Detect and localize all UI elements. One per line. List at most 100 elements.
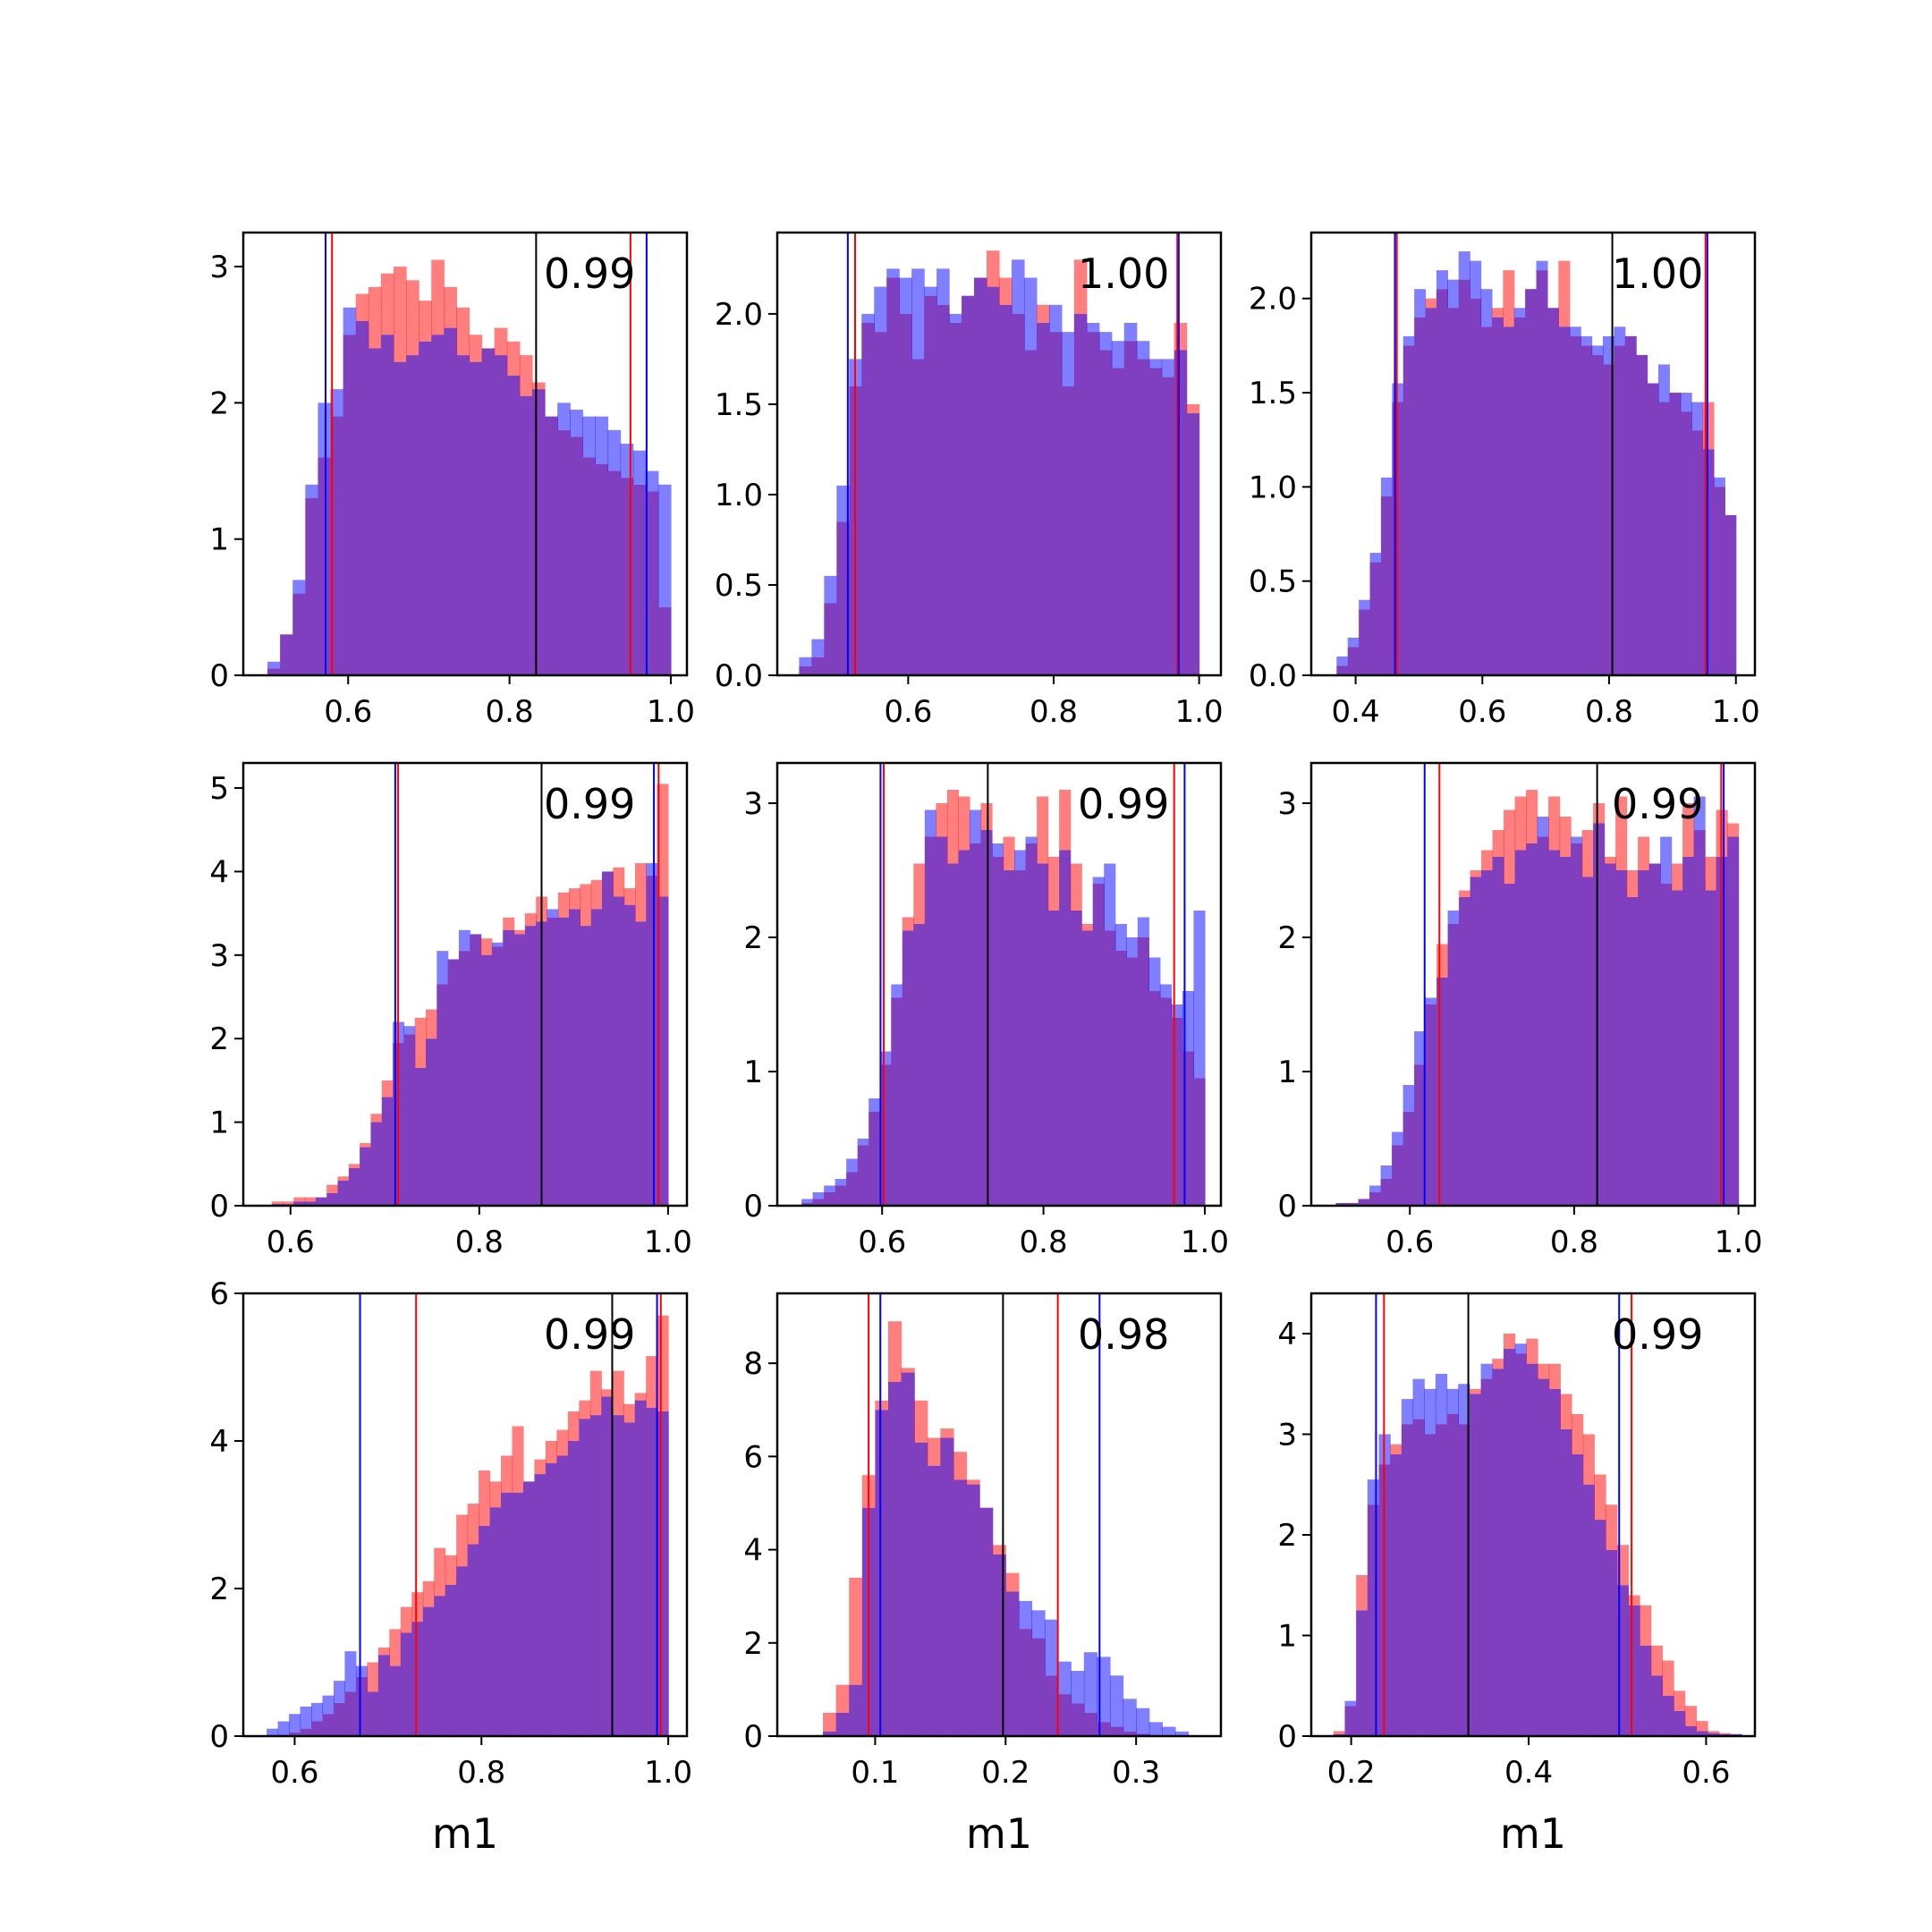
hist-bar-blue [620, 444, 634, 479]
hist-bar-blue [305, 484, 319, 498]
hist-bar-blue [1014, 850, 1027, 870]
hist-bar-red [569, 888, 580, 910]
hist-bar-blue [836, 485, 850, 522]
hist-bar-red [835, 1684, 850, 1713]
hist-bar-overlap [914, 1442, 928, 1736]
hist-bar-blue [911, 268, 925, 360]
hist-bar-overlap [522, 1481, 536, 1736]
hist-bar-red [1662, 1660, 1674, 1696]
hist-bar-red [1606, 1504, 1618, 1550]
hist-bar-overlap [1412, 1419, 1425, 1736]
hist-bar-red [368, 286, 382, 349]
hist-bar-overlap [1059, 850, 1072, 1206]
hist-bar-overlap [1492, 1368, 1504, 1736]
hist-bar-red [431, 259, 445, 335]
hist-bar-overlap [381, 1097, 394, 1206]
hist-bar-overlap [400, 1632, 412, 1736]
hist-bar-blue [1580, 335, 1593, 346]
x-tick-label: 0.8 [1550, 1224, 1598, 1260]
hist-bar-overlap [1480, 326, 1493, 675]
hist-bar-blue [1057, 1661, 1072, 1695]
hist-bar-overlap [1636, 354, 1648, 675]
hist-bar-overlap [924, 836, 936, 1206]
y-tick-label: 5 [209, 771, 229, 807]
hist-bar-red [1548, 1363, 1561, 1389]
y-tick-label: 6 [743, 1439, 763, 1475]
hist-bar-overlap [1525, 289, 1538, 675]
corner-value-label: 0.99 [1612, 780, 1703, 828]
hist-bar-blue [1657, 364, 1670, 402]
hist-bar-red [913, 863, 926, 924]
hist-bar-overlap [1696, 1731, 1708, 1736]
hist-bar-overlap [380, 335, 394, 675]
hist-bar-overlap [1335, 1203, 1348, 1206]
hist-bar-red [434, 1547, 446, 1597]
hist-bar-overlap [289, 1732, 301, 1736]
hist-bar-blue [1174, 1731, 1190, 1736]
hist-bar-red [393, 267, 407, 362]
hist-bar-red [512, 1426, 524, 1493]
hist-bar-overlap [1514, 1353, 1527, 1736]
hist-bar-blue [1159, 984, 1172, 998]
hist-bar-overlap [1003, 870, 1015, 1206]
hist-bar-overlap [456, 355, 470, 675]
hist-bar-overlap [849, 1684, 863, 1736]
hist-bar-overlap [1548, 1388, 1561, 1736]
hist-bar-overlap [1148, 368, 1163, 675]
hist-bar-blue [343, 307, 357, 335]
axes-frame [242, 1292, 689, 1738]
hist-bar-blue [969, 809, 982, 843]
plot-area [799, 233, 1200, 675]
hist-bar-overlap [1671, 890, 1683, 1206]
hist-bar-red [1174, 323, 1188, 351]
hist-bar-red [400, 1606, 412, 1633]
hist-bar-overlap [949, 323, 962, 675]
hist-bar-overlap [1606, 1549, 1618, 1736]
hist-bar-blue [1425, 997, 1437, 1004]
hist-bar-overlap [355, 321, 369, 675]
hist-bar-overlap [801, 1203, 814, 1206]
hist-bar-blue [1123, 1699, 1137, 1732]
hist-bar-blue [1691, 402, 1704, 431]
hist-bar-overlap [547, 917, 559, 1206]
hist-bar-overlap [1092, 884, 1105, 1206]
hist-bar-overlap [1691, 430, 1704, 675]
hist-bar-overlap [524, 926, 537, 1206]
hist-bar-overlap [1615, 870, 1628, 1206]
hist-bar-overlap [480, 954, 493, 1206]
hist-bar-overlap [888, 1382, 902, 1736]
x-axis-label: m1 [1500, 1809, 1566, 1858]
y-tick-label: 0 [209, 658, 229, 694]
x-tick-label: 0.8 [457, 1755, 505, 1791]
hist-bar-overlap [315, 1197, 327, 1206]
hist-bar-red [1481, 850, 1494, 870]
hist-bar-blue [1137, 917, 1149, 937]
hist-bar-overlap [1503, 1348, 1516, 1736]
hist-bar-overlap [875, 1410, 889, 1736]
hist-bar-blue [1025, 836, 1038, 843]
hist-bar-overlap [646, 1407, 658, 1736]
hist-bar-red [646, 1356, 658, 1408]
hist-bar-overlap [1713, 487, 1725, 675]
hist-bar-overlap [1414, 317, 1427, 675]
hist-bar-red [337, 1176, 350, 1181]
hist-bar-overlap [431, 335, 445, 675]
x-tick-label: 1.0 [1181, 1224, 1229, 1260]
hist-bar-red [326, 1184, 339, 1193]
hist-bar-blue [857, 1139, 869, 1146]
hist-bar-overlap [569, 909, 580, 1206]
plot-area [267, 233, 672, 675]
hist-bar-red [1459, 890, 1471, 897]
hist-bar-overlap [1491, 317, 1504, 675]
hist-bar-overlap [1123, 1731, 1137, 1736]
plot-area [823, 1293, 1190, 1736]
hist-bar-overlap [1402, 345, 1415, 675]
hist-bar-overlap [620, 478, 634, 675]
hist-bar-overlap [1614, 345, 1626, 675]
hist-bar-overlap [1023, 350, 1038, 675]
hist-bar-overlap [1390, 1454, 1402, 1736]
hist-bar-overlap [936, 836, 948, 1206]
axes-frame [1309, 761, 1757, 1208]
hist-bar-overlap [1380, 496, 1393, 675]
